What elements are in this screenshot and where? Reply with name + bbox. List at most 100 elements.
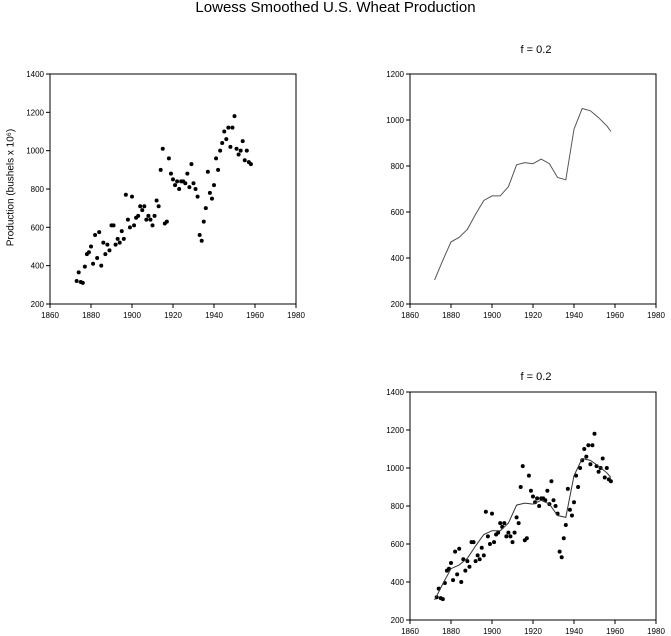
scatter-data-point	[234, 146, 239, 151]
overlay-data-point	[514, 515, 519, 520]
scatter-data-point	[160, 146, 165, 151]
overlay-plot-frame	[409, 391, 657, 621]
lowess-y-tick-label: 200	[391, 300, 405, 309]
scatter-data-point	[197, 233, 202, 237]
overlay-data-point	[508, 534, 513, 539]
scatter-data-point	[203, 206, 208, 211]
overlay-data-point	[504, 534, 509, 539]
overlay-data-point	[596, 469, 601, 474]
overlay-data-point	[506, 530, 511, 535]
scatter-x-tick-label: 1900	[123, 311, 141, 320]
scatter-data-point	[207, 190, 212, 195]
scatter-data-point	[95, 256, 100, 260]
overlay-x-tick-label: 1920	[524, 627, 542, 636]
lowess-x-tick-label: 1860	[401, 311, 419, 320]
overlay-data-point	[518, 485, 523, 489]
overlay-lowess-curve	[434, 457, 612, 601]
overlay-data-point	[496, 530, 501, 535]
scatter-data-point	[236, 152, 241, 157]
overlay-chart-title: f = 0.2	[520, 371, 552, 383]
scatter-data-point	[150, 223, 155, 228]
overlay-data-point	[479, 545, 484, 550]
scatter-data-point	[226, 125, 231, 130]
overlay-y-tick-label: 200	[391, 616, 405, 625]
overlay-data-point	[459, 580, 464, 584]
overlay-data-point	[582, 447, 587, 451]
overlay-data-point	[510, 540, 515, 545]
overlay-data-point	[487, 542, 492, 546]
main-title: Lowess Smoothed U.S. Wheat Production	[195, 0, 476, 16]
scatter-data-point	[185, 171, 190, 176]
scatter-data-point	[166, 156, 171, 161]
overlay-data-point	[549, 479, 554, 484]
overlay-data-point	[457, 546, 462, 551]
overlay-data-point	[520, 464, 525, 469]
scatter-data-point	[230, 125, 235, 130]
overlay-data-point	[463, 568, 468, 573]
lowess-y-tick-label: 1000	[386, 116, 404, 125]
scatter-data-point	[201, 219, 206, 224]
overlay-data-point	[492, 540, 497, 545]
overlay-data-point	[574, 473, 579, 478]
scatter-data-point	[175, 179, 180, 184]
overlay-data-point	[481, 553, 486, 558]
scatter-data-point	[152, 213, 157, 218]
scatter-data-point	[199, 238, 204, 243]
lowess-curve	[434, 107, 612, 281]
overlay-data-point	[535, 496, 540, 501]
overlay-data-point	[561, 536, 566, 541]
overlay-data-point	[465, 559, 470, 564]
overlay-data-point	[512, 530, 517, 535]
scatter-data-point	[123, 192, 128, 197]
overlay-data-point	[483, 509, 488, 514]
overlay-data-point	[471, 540, 476, 545]
scatter-data-point	[222, 129, 227, 134]
scatter-data-point	[156, 204, 161, 209]
overlay-data-point	[604, 466, 609, 470]
overlay-data-point	[584, 454, 589, 459]
lowess-x-tick-label: 1920	[524, 311, 542, 320]
overlay-data-point	[485, 534, 490, 539]
scatter-y-tick-label: 1200	[26, 108, 44, 117]
overlay-data-point	[473, 559, 478, 564]
overlay-data-point	[531, 494, 535, 499]
scatter-data-point	[121, 236, 126, 241]
scatter-chart: 1860 1880 1900 1920 1940 1960 1980 200 400 600 800…	[26, 70, 305, 320]
scatter-x-tick-label: 1980	[287, 311, 305, 320]
scatter-x-tick-label: 1860	[41, 311, 59, 320]
overlay-y-tick-label: 400	[391, 578, 405, 587]
overlay-y-tick-label: 600	[391, 540, 405, 549]
scatter-data-point	[187, 185, 192, 190]
scatter-data-point	[86, 250, 91, 255]
scatter-y-tick-label: 400	[31, 262, 45, 271]
scatter-data-point	[99, 263, 104, 268]
overlay-data-point	[490, 511, 494, 516]
overlay-data-point	[557, 549, 562, 554]
lowess-y-tick-label: 1200	[386, 70, 404, 79]
overlay-data-point	[498, 521, 503, 526]
overlay-data-point	[455, 572, 460, 577]
overlay-data-point	[567, 507, 572, 512]
scatter-data-point	[105, 242, 110, 247]
scatter-data-point	[136, 213, 141, 218]
lowess-x-tick-label: 1980	[647, 311, 665, 320]
overlay-data-point	[516, 521, 521, 526]
scatter-data-point	[216, 167, 221, 172]
overlay-data-point	[467, 564, 472, 569]
scatter-y-tick-label: 200	[31, 300, 45, 309]
scatter-data-point	[228, 144, 233, 149]
overlay-data-point	[572, 500, 576, 505]
overlay-chart: 1860 1880 1900 1920 1940 1960 1980 200 400 600 800…	[386, 388, 665, 636]
overlay-data-point	[602, 475, 607, 480]
scatter-data-point	[193, 187, 198, 191]
overlay-x-tick-label: 1860	[401, 627, 419, 636]
lowess-plot-frame	[409, 73, 657, 305]
scatter-data-point	[205, 169, 210, 174]
scatter-data-point	[244, 148, 249, 153]
overlay-data-point	[477, 557, 482, 562]
scatter-data-point	[132, 223, 137, 228]
scatter-x-tick-label: 1940	[205, 311, 223, 320]
scatter-data-point	[183, 181, 188, 186]
overlay-y-tick-label: 800	[391, 502, 405, 511]
